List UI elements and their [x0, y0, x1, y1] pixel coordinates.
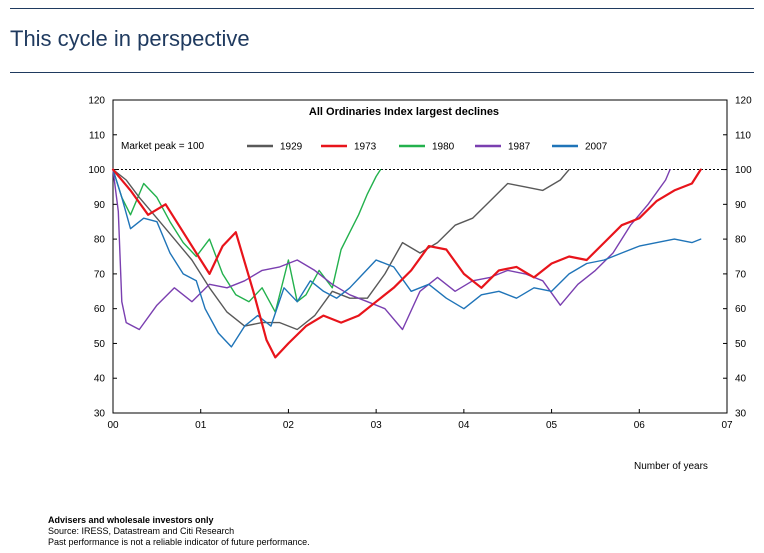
- legend: 1929 1973 1980 1987 2007: [247, 142, 608, 153]
- legend-label-1987: 1987: [508, 142, 531, 153]
- legend-label-1980: 1980: [432, 142, 455, 153]
- y-tick-label-right: 110: [735, 130, 751, 141]
- x-tick-label: 04: [458, 420, 470, 431]
- x-axis-ticks: 00 01 02 03 04 05 06 07: [107, 409, 733, 431]
- y-tick-label-right: 70: [735, 269, 747, 280]
- y-tick-label-left: 30: [94, 409, 106, 420]
- title-rule: [10, 72, 754, 73]
- plot-border: [112, 99, 728, 414]
- legend-label-1929: 1929: [280, 142, 303, 153]
- chart-title: All Ordinaries Index largest declines: [309, 106, 499, 118]
- x-tick-label: 01: [195, 420, 207, 431]
- x-tick-label: 00: [107, 420, 119, 431]
- footer-source: Source: IRESS, Datastream and Citi Resea…: [48, 526, 235, 536]
- y-tick-label-left: 120: [88, 96, 105, 107]
- market-peak-annotation: Market peak = 100: [121, 141, 205, 152]
- y-tick-label-left: 110: [89, 130, 105, 141]
- y-tick-label-left: 80: [94, 235, 106, 246]
- y-tick-label-right: 40: [735, 374, 747, 385]
- y-tick-label-right: 90: [735, 200, 747, 211]
- y-axis-ticks: 120 120 110 110 100 100 90 90 80 80 70 70 60 60 50 50 40…: [88, 96, 752, 420]
- y-tick-label-left: 90: [94, 200, 106, 211]
- chart: 120 120 110 110 100 100 90 90 80 80 70 70 60 60 50 50 40…: [88, 96, 752, 473]
- top-rule: [10, 8, 754, 9]
- x-tick-label: 05: [546, 420, 558, 431]
- y-tick-label-left: 70: [94, 269, 106, 280]
- footer-audience-note: Advisers and wholesale investors only: [48, 515, 214, 525]
- slide-title: This cycle in perspective: [10, 26, 250, 51]
- series-line-1973: [111, 168, 702, 359]
- legend-label-1973: 1973: [354, 142, 377, 153]
- x-axis-label: Number of years: [634, 461, 708, 472]
- y-tick-label-right: 100: [735, 165, 752, 176]
- x-tick-label: 02: [283, 420, 295, 431]
- y-tick-label-right: 30: [735, 409, 747, 420]
- x-tick-label: 07: [721, 420, 733, 431]
- series-lines: [111, 168, 702, 359]
- series-line-2007: [112, 168, 702, 348]
- y-tick-label-right: 60: [735, 304, 747, 315]
- footer-disclaimer: Past performance is not a reliable indic…: [48, 537, 310, 547]
- x-tick-label: 03: [371, 420, 383, 431]
- y-tick-label-left: 50: [94, 339, 106, 350]
- series-line-1980: [112, 168, 382, 313]
- plot-frame: [112, 99, 728, 414]
- series-line-1987: [112, 168, 671, 331]
- y-tick-label-right: 80: [735, 235, 747, 246]
- y-tick-label-left: 40: [94, 374, 106, 385]
- y-tick-label-right: 50: [735, 339, 747, 350]
- y-tick-label-right: 120: [735, 96, 752, 107]
- x-tick-label: 06: [634, 420, 646, 431]
- y-tick-label-left: 60: [94, 304, 106, 315]
- y-tick-label-left: 100: [88, 165, 105, 176]
- legend-label-2007: 2007: [585, 142, 608, 153]
